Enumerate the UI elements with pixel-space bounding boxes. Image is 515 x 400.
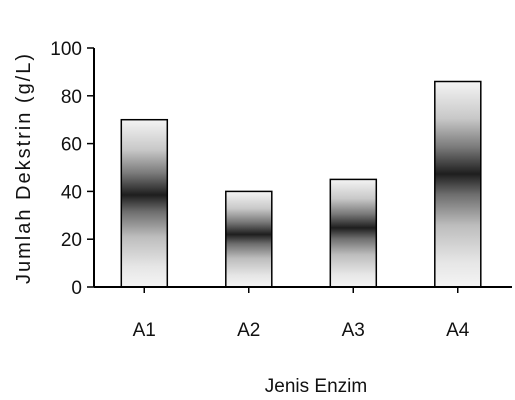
bars-group — [120, 80, 482, 288]
x-ticks-group: A1 A2 A3 A4 — [133, 287, 470, 341]
y-ticks-group: 0 20 40 60 80 100 — [50, 39, 94, 299]
bar-a1 — [120, 118, 169, 288]
y-tick-label: 60 — [61, 135, 82, 156]
x-tick-label: A2 — [237, 320, 260, 341]
bar-a2 — [225, 190, 273, 288]
x-axis-title: Jenis Enzim — [265, 376, 367, 397]
bar-a3 — [329, 178, 378, 288]
y-tick-label: 0 — [71, 278, 82, 299]
y-tick-label: 20 — [61, 230, 82, 251]
y-tick-label: 40 — [61, 182, 82, 203]
y-axis-title: Jumlah Dekstrin (g/L) — [13, 52, 35, 284]
y-tick-label: 100 — [50, 39, 82, 60]
x-tick-label: A3 — [342, 320, 365, 341]
bar-a4 — [434, 80, 482, 288]
axes-group — [93, 48, 512, 288]
y-tick-label: 80 — [61, 87, 82, 108]
x-tick-label: A1 — [133, 320, 156, 341]
x-tick-label: A4 — [446, 320, 470, 341]
